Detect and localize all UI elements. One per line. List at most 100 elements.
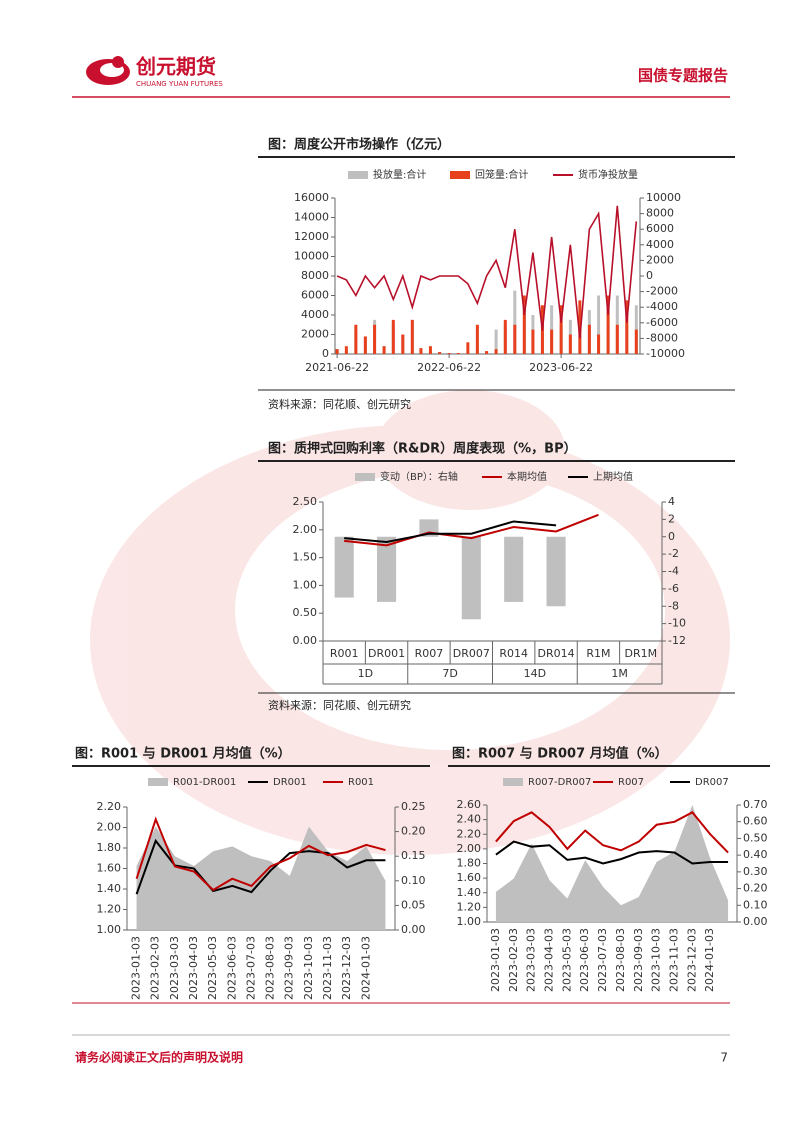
bar <box>597 334 601 354</box>
x-tick-label: 2023-03-03 <box>168 936 181 1000</box>
y-tick-label: -12 <box>668 634 686 647</box>
x-tick-label: 2024-01-03 <box>359 936 372 1000</box>
y-tick-label: -10 <box>668 617 686 630</box>
y-tick-label: 0.10 <box>743 898 768 911</box>
bar <box>597 295 601 354</box>
x-tick-label: 2023-11-03 <box>321 936 334 1000</box>
y-tick-label: 2.60 <box>457 798 482 811</box>
source: 资料来源：同花顺、创元研究 <box>268 397 411 411</box>
report-type: 国债专题报告 <box>638 67 728 85</box>
bar <box>363 336 367 354</box>
y-tick-label: -8 <box>668 599 679 612</box>
y-tick-label: 1.00 <box>97 923 122 936</box>
x-tick-label: 2023-05-03 <box>206 936 219 1000</box>
legend-swatch <box>355 473 375 481</box>
x-tick-label: 2023-07-03 <box>244 936 257 1000</box>
x-tick-label: 2023-09-03 <box>283 936 296 1000</box>
legend-label: 变动（BP）：右轴 <box>380 470 458 483</box>
y-tick-label: 0.15 <box>401 849 426 862</box>
bar <box>335 349 339 354</box>
x-tick-label: 2023-06-03 <box>578 928 591 992</box>
y-tick-label: 4000 <box>646 238 674 251</box>
y-tick-label: 1.60 <box>457 871 482 884</box>
y-tick-label: 0 <box>322 347 329 360</box>
y-tick-label: 0.40 <box>743 848 768 861</box>
bar <box>456 353 460 354</box>
x-tick-label: 2023-12-03 <box>685 928 698 992</box>
y-tick-label: 1.60 <box>97 862 122 875</box>
x-tick-label: 2023-09-03 <box>632 928 645 992</box>
bar <box>546 536 566 607</box>
y-tick-label: -6000 <box>646 316 678 329</box>
x-tick-label: R1M <box>586 647 610 660</box>
x-tick-label: 2023-01-03 <box>130 936 143 1000</box>
y-tick-label: 1.50 <box>293 551 318 564</box>
y-tick-label: 2 <box>668 512 675 525</box>
y-tick-label: 10000 <box>294 250 329 263</box>
bar <box>513 324 517 354</box>
y-tick-label: 2.00 <box>457 842 482 855</box>
legend-label: R001 <box>348 777 374 788</box>
bar <box>522 295 526 354</box>
legend-label: R007 <box>618 777 644 788</box>
page-number: 7 <box>720 1051 728 1065</box>
x-tick-label: 2023-06-22 <box>529 361 593 374</box>
line <box>135 816 386 892</box>
bar <box>377 536 397 602</box>
bar <box>354 324 358 354</box>
y-tick-label: 8000 <box>301 269 329 282</box>
x-tick-label: 2022-06-22 <box>417 361 481 374</box>
x-tick-label: R001 <box>330 647 359 660</box>
bar <box>578 300 582 354</box>
bar <box>550 329 554 354</box>
y-tick-label: 0.05 <box>401 898 426 911</box>
bar <box>587 324 591 354</box>
x-tick-label: 2023-06-03 <box>225 936 238 1000</box>
y-tick-label: 4000 <box>301 308 329 321</box>
y-tick-label: 12000 <box>294 230 329 243</box>
x-tick-label: DR1M <box>625 647 658 660</box>
x-tick-label: DR014 <box>538 647 575 660</box>
y-tick-label: 2.20 <box>97 800 122 813</box>
bar <box>461 536 481 620</box>
source: 资料来源：同花顺、创元研究 <box>268 698 411 712</box>
bar <box>391 319 395 354</box>
y-tick-label: 0.60 <box>743 815 768 828</box>
group-label: 7D <box>442 667 457 680</box>
bar <box>494 329 498 354</box>
x-tick-label: R014 <box>499 647 528 660</box>
y-tick-label: 1.00 <box>293 578 318 591</box>
line <box>495 840 729 865</box>
y-tick-label: 1.00 <box>457 915 482 928</box>
bar <box>503 319 507 354</box>
y-tick-label: 0.70 <box>743 798 768 811</box>
x-tick-label: 2023-08-03 <box>264 936 277 1000</box>
y-tick-label: -8000 <box>646 331 678 344</box>
bar <box>625 300 629 354</box>
bar <box>504 536 524 602</box>
x-tick-label: 2023-10-03 <box>650 928 663 992</box>
bar <box>419 348 423 354</box>
y-tick-label: 8000 <box>646 207 674 220</box>
chart-title: 图：周度公开市场操作（亿元） <box>268 137 450 153</box>
y-tick-label: -10000 <box>646 347 685 360</box>
y-tick-label: 6000 <box>646 222 674 235</box>
x-tick-label: 2023-04-03 <box>187 936 200 1000</box>
line <box>344 520 557 544</box>
legend-swatch <box>348 171 368 179</box>
logo-text: 创元期货 <box>135 55 216 79</box>
line <box>135 838 386 895</box>
bar <box>334 536 354 598</box>
legend-label: 上期均值 <box>593 470 633 483</box>
area <box>495 805 729 922</box>
y-tick-label: -6 <box>668 582 679 595</box>
bar <box>466 342 470 354</box>
x-tick-label: 2023-10-03 <box>302 936 315 1000</box>
y-tick-label: -2 <box>668 547 679 560</box>
y-tick-label: 0.50 <box>293 606 318 619</box>
legend-label: 货币净投放量 <box>578 168 638 181</box>
bar <box>568 334 572 354</box>
x-tick-label: 2023-01-03 <box>489 928 502 992</box>
chart-title: 图：R007 与 DR007 月均值（%） <box>452 746 668 762</box>
